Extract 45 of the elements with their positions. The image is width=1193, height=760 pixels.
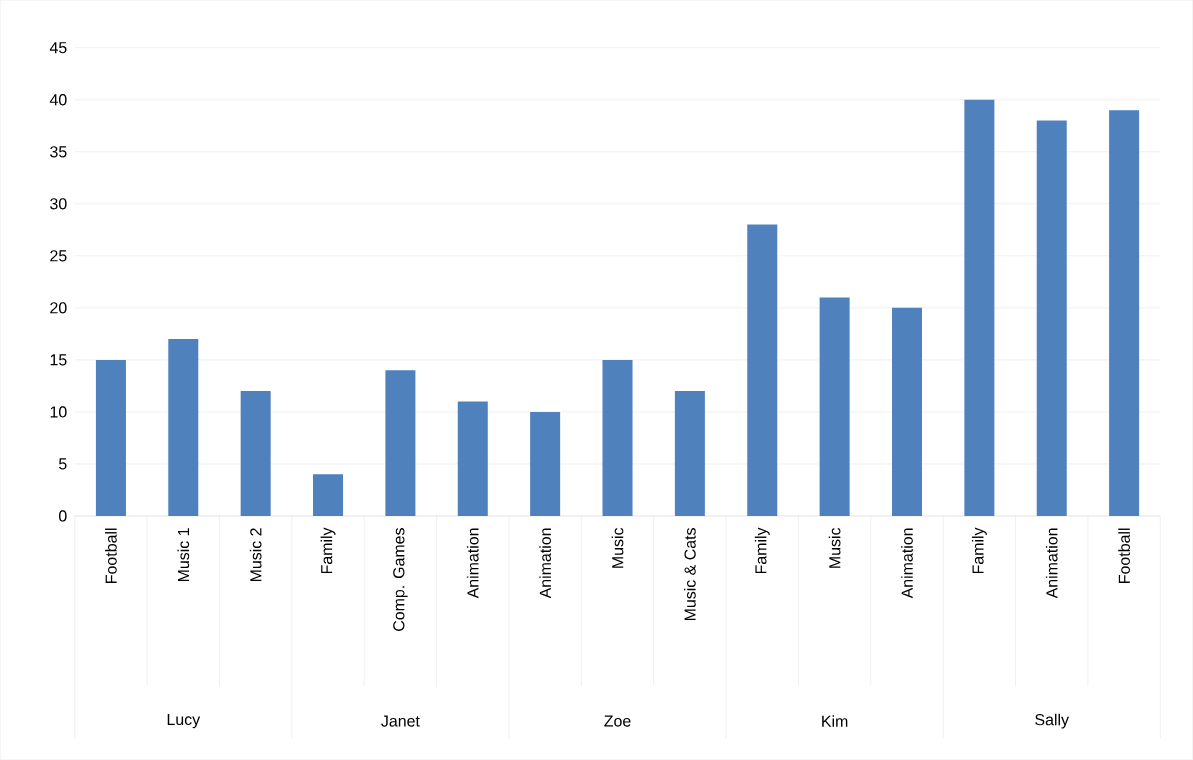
x-tick-label: Family	[320, 527, 336, 574]
x-tick-label: Family	[754, 527, 770, 574]
bar	[530, 412, 561, 517]
bar	[240, 391, 271, 517]
bar	[1036, 120, 1067, 517]
y-tick-label: 20	[50, 302, 67, 314]
y-tick-label: 45	[49, 42, 67, 54]
y-tick-label: 25	[50, 250, 67, 262]
bar	[385, 370, 416, 517]
y-tick-label: 0	[58, 510, 67, 522]
y-tick-label: 15	[50, 354, 67, 366]
bar	[457, 401, 488, 517]
x-tick-label: Music	[611, 528, 624, 568]
bar	[602, 359, 633, 517]
x-tick-label: Football	[105, 528, 117, 584]
x-tick-label: Music	[828, 528, 841, 568]
text: Lucy	[167, 714, 201, 729]
text: Kim	[822, 715, 848, 727]
x-tick-label: Animation	[539, 528, 551, 599]
y-tick-label: 40	[49, 94, 67, 106]
bar	[95, 359, 126, 517]
text: Janet	[381, 715, 420, 727]
x-tick-label: Comp. Games	[393, 528, 408, 632]
y-tick-label: 5	[58, 458, 67, 470]
x-tick-label: Music & Cats	[684, 528, 696, 621]
y-tick-label: 10	[50, 406, 67, 418]
bar	[674, 391, 705, 517]
bar	[819, 297, 850, 517]
bar	[747, 224, 778, 517]
y-tick-label: 30	[50, 198, 67, 210]
x-tick-label: Music 1	[177, 528, 190, 582]
bar	[964, 99, 995, 517]
x-tick-label: Football	[1118, 528, 1130, 584]
bar	[891, 307, 923, 517]
x-tick-label: Animation	[901, 528, 913, 599]
text: Zoe	[604, 715, 631, 727]
x-tick-label: Animation	[466, 528, 479, 599]
bar	[168, 339, 199, 517]
bar	[313, 474, 344, 517]
x-tick-label: Music 2	[249, 528, 262, 582]
x-tick-label: Animation	[1045, 528, 1058, 599]
y-tick-label: 35	[50, 146, 67, 158]
x-tick-label: Family	[971, 527, 987, 574]
text: Sally	[1035, 713, 1069, 729]
bar	[1109, 110, 1140, 517]
